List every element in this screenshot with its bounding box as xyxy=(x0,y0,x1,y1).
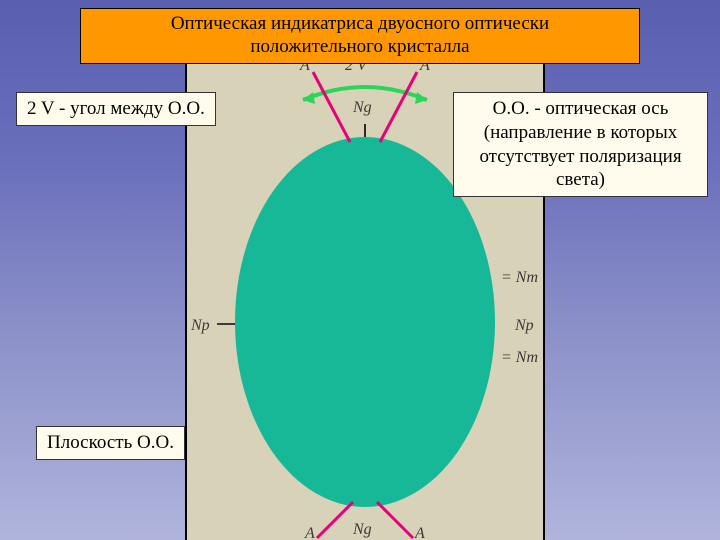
label-a-top-left: A xyxy=(299,62,310,74)
label-a-top-right: A xyxy=(419,62,430,74)
label-a-bot-right: A xyxy=(414,525,425,540)
optical-axis-bottom-left xyxy=(317,502,353,538)
optical-axis-bottom-right xyxy=(377,502,413,538)
title-banner: Оптическая индикатриса двуосного оптичес… xyxy=(80,8,640,64)
optical-axis-top-left xyxy=(313,72,350,142)
label-2v-top: 2 V xyxy=(345,62,369,74)
label-plane-text: Плоскость О.О. xyxy=(47,432,174,453)
label-a-bot-left: A xyxy=(304,525,315,540)
label-plane-box: Плоскость О.О. xyxy=(36,426,185,460)
label-ng-bottom: Ng xyxy=(352,521,372,538)
label-2v-text: 2 V - угол между О.О. xyxy=(27,98,205,119)
label-2v-box: 2 V - угол между О.О. xyxy=(16,92,216,126)
optical-axis-top-right xyxy=(380,72,417,142)
label-optical-axis-box: О.О. - оптическая ось (направление в кот… xyxy=(453,92,708,197)
label-np-left: Np xyxy=(190,317,210,334)
title-line2: положительного кристалла xyxy=(91,36,629,59)
label-np-right: Np xyxy=(514,317,534,334)
label-nm-top-right: = Nm xyxy=(501,269,538,286)
label-optical-axis-text: О.О. - оптическая ось (направление в кот… xyxy=(479,98,681,190)
title-line1: Оптическая индикатриса двуосного оптичес… xyxy=(91,13,629,36)
label-nm-bot-right: = Nm xyxy=(501,349,538,366)
label-ng-top: Ng xyxy=(352,99,372,116)
